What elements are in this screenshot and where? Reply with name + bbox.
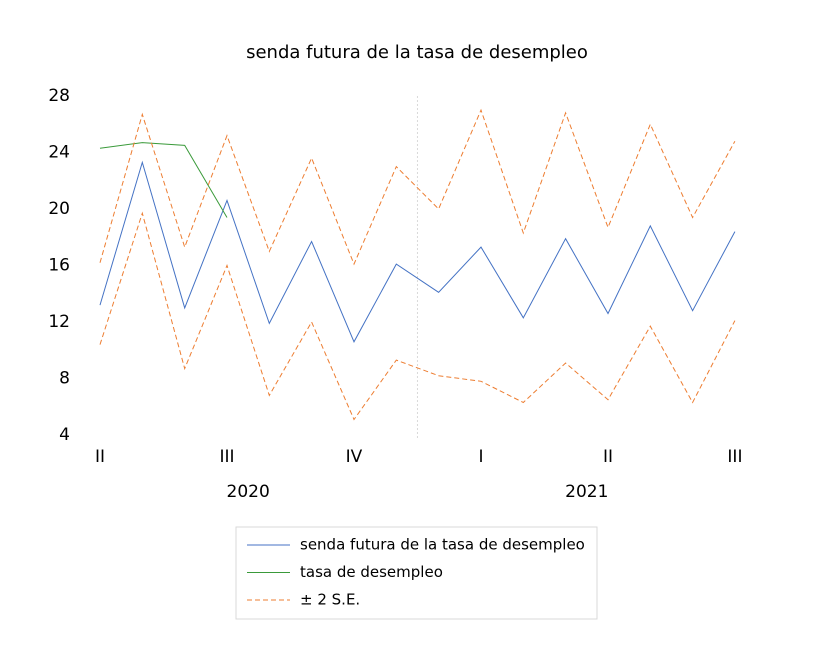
x-tick-label: III [727,447,742,467]
year-label: 2021 [565,482,608,502]
legend-label: senda futura de la tasa de desempleo [300,536,585,554]
y-tick-label: 24 [48,143,70,163]
legend-box [235,526,598,620]
series-line [99,211,736,421]
year-label: 2020 [227,482,270,502]
x-tick-label: I [478,447,483,467]
x-tick-label: II [603,447,613,467]
series-line [99,108,736,266]
y-tick-label: 4 [59,425,70,445]
x-tick-label: II [95,447,105,467]
y-tick-label: 28 [48,86,70,106]
y-tick-label: 16 [48,256,70,276]
y-tick-label: 12 [48,312,70,332]
series-line [99,160,736,343]
series-line [99,142,228,218]
y-tick-label: 8 [59,369,70,389]
chart-title: senda futura de la tasa de desempleo [246,42,588,63]
legend-label: tasa de desempleo [300,563,443,581]
x-tick-label: IV [346,447,363,467]
legend-label: ± 2 S.E. [300,591,360,609]
x-tick-label: III [219,447,234,467]
y-tick-label: 20 [48,199,70,219]
